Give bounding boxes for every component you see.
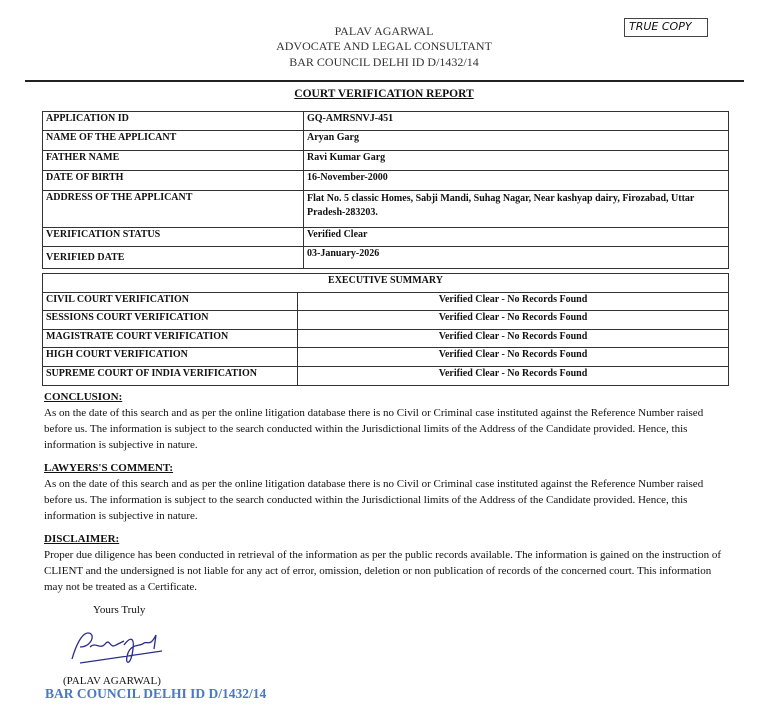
disclaimer-heading: DISCLAIMER: <box>44 533 120 545</box>
conclusion-text: As on the date of this search and as per… <box>44 407 704 451</box>
advocate-name: PALAV AGARWAL <box>334 24 434 38</box>
field-value: Verified Clear <box>303 227 729 247</box>
lawyers-comment-heading: LAWYERS'S COMMENT: <box>44 462 174 474</box>
table-row: APPLICATION ID GQ-AMRSNVJ-451 <box>42 111 729 131</box>
court-status: Verified Clear - No Records Found <box>297 366 729 386</box>
field-label: NAME OF THE APPLICANT <box>42 130 304 151</box>
table-row: SUPREME COURT OF INDIA VERIFICATION Verif… <box>42 366 729 386</box>
applicant-details-table: APPLICATION ID GQ-AMRSNVJ-451 NAME OF THE… <box>42 111 729 269</box>
executive-summary-table: EXECUTIVE SUMMARY CIVIL COURT VERIFICATI… <box>42 273 729 386</box>
table-row: SESSIONS COURT VERIFICATION Verified Clea… <box>42 310 729 330</box>
field-value: 03-January-2026 <box>303 246 729 269</box>
field-label: VERIFICATION STATUS <box>42 227 304 247</box>
conclusion-section: CONCLUSION: As on the date of this searc… <box>44 389 724 453</box>
table-row: HIGH COURT VERIFICATION Verified Clear - … <box>42 347 729 367</box>
table-row: CIVIL COURT VERIFICATION Verified Clear -… <box>42 292 729 311</box>
summary-title: EXECUTIVE SUMMARY <box>42 273 729 293</box>
advocate-bar-id: BAR COUNCIL DELHI ID D/1432/14 <box>289 55 479 69</box>
table-row: MAGISTRATE COURT VERIFICATION Verified Cl… <box>42 329 729 348</box>
court-label: HIGH COURT VERIFICATION <box>42 347 298 367</box>
conclusion-heading: CONCLUSION: <box>44 391 123 403</box>
signatory-name: (PALAV AGARWAL) <box>63 675 161 687</box>
field-label: FATHER NAME <box>42 150 304 171</box>
report-title: COURT VERIFICATION REPORT <box>294 88 474 100</box>
table-row: DATE OF BIRTH 16-November-2000 <box>42 170 729 191</box>
true-copy-stamp: TRUE COPY <box>624 18 708 37</box>
signatory-bar-id: BAR COUNCIL DELHI ID D/1432/14 <box>45 686 267 701</box>
field-value: Aryan Garg <box>303 130 729 151</box>
court-label: SUPREME COURT OF INDIA VERIFICATION <box>42 366 298 386</box>
signature-image <box>71 632 163 664</box>
table-row: ADDRESS OF THE APPLICANT Flat No. 5 class… <box>42 190 729 228</box>
table-row: FATHER NAME Ravi Kumar Garg <box>42 150 729 171</box>
court-label: SESSIONS COURT VERIFICATION <box>42 310 298 330</box>
closing-text: Yours Truly <box>93 604 146 616</box>
disclaimer-section: DISCLAIMER: Proper due diligence has bee… <box>44 531 724 595</box>
field-value: Ravi Kumar Garg <box>303 150 729 171</box>
field-label: VERIFIED DATE <box>42 246 304 269</box>
table-row: VERIFICATION STATUS Verified Clear <box>42 227 729 247</box>
disclaimer-text: Proper due diligence has been conducted … <box>44 549 721 593</box>
header-divider <box>25 80 744 82</box>
court-status: Verified Clear - No Records Found <box>297 310 729 330</box>
lawyers-comment-text: As on the date of this search and as per… <box>44 478 704 522</box>
field-value: 16-November-2000 <box>303 170 729 191</box>
field-label: APPLICATION ID <box>42 111 304 131</box>
court-status: Verified Clear - No Records Found <box>297 347 729 367</box>
court-status: Verified Clear - No Records Found <box>297 292 729 311</box>
court-status: Verified Clear - No Records Found <box>297 329 729 348</box>
advocate-designation: ADVOCATE AND LEGAL CONSULTANT <box>276 39 492 53</box>
court-label: MAGISTRATE COURT VERIFICATION <box>42 329 298 348</box>
field-value: GQ-AMRSNVJ-451 <box>303 111 729 131</box>
field-label: DATE OF BIRTH <box>42 170 304 191</box>
lawyers-comment-section: LAWYERS'S COMMENT: As on the date of thi… <box>44 460 724 524</box>
court-label: CIVIL COURT VERIFICATION <box>42 292 298 311</box>
table-row: NAME OF THE APPLICANT Aryan Garg <box>42 130 729 151</box>
table-row: VERIFIED DATE 03-January-2026 <box>42 246 729 269</box>
field-label: ADDRESS OF THE APPLICANT <box>42 190 304 228</box>
field-value: Flat No. 5 classic Homes, Sabji Mandi, S… <box>303 190 729 228</box>
